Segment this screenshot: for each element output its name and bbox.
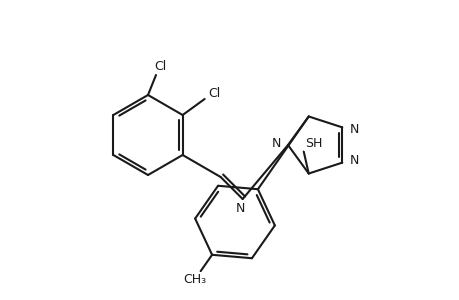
Text: CH₃: CH₃ [183,273,206,286]
Text: Cl: Cl [154,59,166,73]
Text: N: N [348,123,358,136]
Text: N: N [235,202,245,215]
Text: N: N [348,154,358,167]
Text: SH: SH [304,137,322,150]
Text: N: N [271,136,280,149]
Text: Cl: Cl [208,86,220,100]
